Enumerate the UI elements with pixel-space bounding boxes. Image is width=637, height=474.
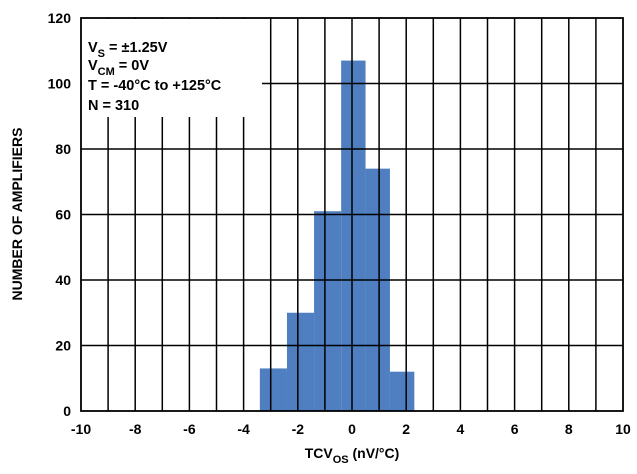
- annotation-line-3: T = -40°C to +125°C: [88, 78, 222, 94]
- histogram-bar-2: [286, 312, 315, 411]
- annotation-box: [82, 19, 262, 117]
- x-tick-label: 10: [615, 421, 631, 437]
- histogram-bar-1: [259, 368, 287, 411]
- x-tick-label: 8: [565, 421, 573, 437]
- histogram-bar-4: [341, 60, 366, 411]
- bars: [259, 60, 415, 411]
- x-tick-label: -4: [237, 421, 250, 437]
- plot-frame: [80, 17, 624, 412]
- annotation-line-4: N = 310: [88, 98, 139, 114]
- x-tick-label: -8: [129, 421, 142, 437]
- x-tick-label: -10: [71, 421, 91, 437]
- y-tick-label: 120: [48, 10, 72, 26]
- histogram-bar-5: [365, 168, 390, 411]
- y-tick-label: 60: [55, 207, 71, 223]
- x-tick-label: -2: [292, 421, 305, 437]
- y-tick-label: 0: [63, 403, 71, 419]
- x-tick-label: -6: [183, 421, 196, 437]
- annotation-text: VS = ±1.25V VCM = 0V T = -40°C to +125°C…: [88, 40, 222, 114]
- annotation-line-2: VCM = 0V: [88, 58, 149, 78]
- histogram-bar-6: [389, 371, 415, 411]
- gridlines: [81, 18, 623, 411]
- annotation-line-1: VS = ±1.25V: [88, 40, 168, 60]
- x-tick-labels: -10 -8 -6 -4 -2 0 2 4 6 8 10: [71, 421, 631, 437]
- y-axis-label: NUMBER OF AMPLIFIERS: [9, 128, 25, 301]
- y-tick-labels: 0 20 40 60 80 100 120: [48, 10, 72, 419]
- histogram-bar-3: [314, 211, 342, 411]
- x-tick-label: 6: [511, 421, 519, 437]
- y-tick-label: 80: [55, 141, 71, 157]
- x-axis-label: TCVOS (nV/°C): [305, 445, 400, 466]
- x-tick-label: 4: [457, 421, 465, 437]
- x-tick-label: 0: [348, 421, 356, 437]
- x-tick-label: 2: [402, 421, 410, 437]
- y-tick-label: 20: [55, 338, 71, 354]
- y-tick-label: 40: [55, 272, 71, 288]
- y-tick-label: 100: [48, 76, 72, 92]
